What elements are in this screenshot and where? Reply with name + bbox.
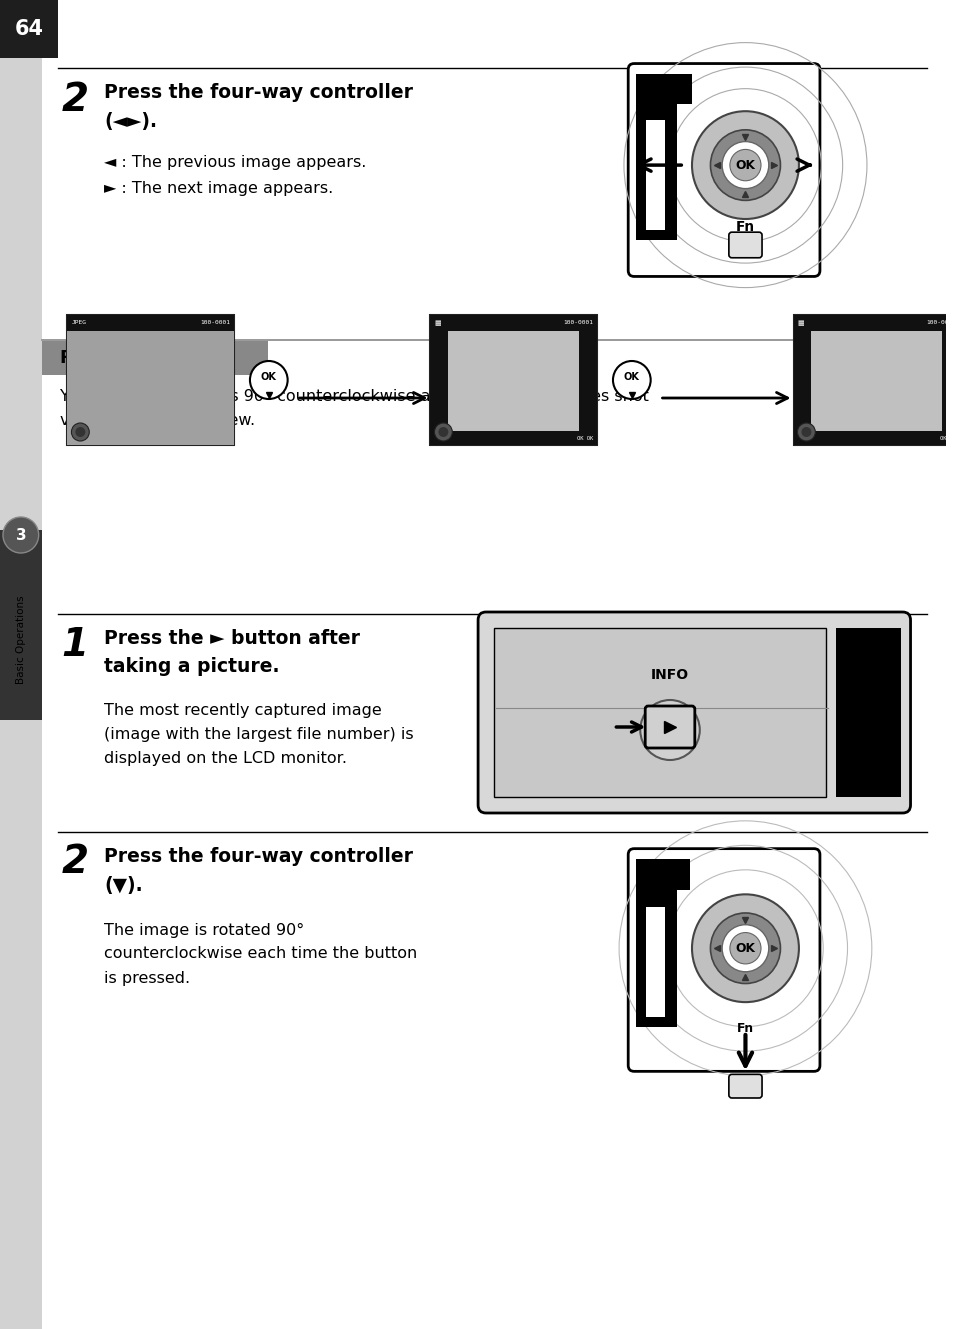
Text: The image is rotated 90°: The image is rotated 90° (104, 922, 304, 937)
Bar (0, 0, 57, 58)
Bar (0, 530, 42, 720)
Text: 3: 3 (15, 528, 26, 542)
Text: OK OK: OK OK (939, 436, 953, 440)
Circle shape (3, 517, 39, 553)
Text: ◄ : The previous image appears.: ◄ : The previous image appears. (104, 154, 366, 170)
Bar (636, 104, 677, 241)
Text: Basic Operations: Basic Operations (16, 595, 26, 684)
Circle shape (250, 361, 288, 399)
Bar (494, 629, 825, 797)
Circle shape (434, 423, 452, 441)
Text: 1: 1 (61, 626, 89, 664)
Circle shape (801, 427, 810, 437)
Text: The most recently captured image: The most recently captured image (104, 703, 381, 718)
Text: (◄►).: (◄►). (104, 113, 157, 132)
Bar (68, 315, 233, 331)
Text: 2: 2 (61, 843, 89, 881)
Circle shape (721, 142, 768, 189)
Circle shape (710, 130, 780, 201)
Text: taking a picture.: taking a picture. (104, 658, 279, 676)
Text: Press the four-way controller: Press the four-way controller (104, 848, 413, 867)
Bar (0, 0, 42, 1329)
Text: Press the four-way controller: Press the four-way controller (104, 84, 413, 102)
Bar (636, 859, 689, 890)
Bar (68, 331, 233, 445)
Circle shape (729, 933, 760, 964)
Bar (645, 908, 664, 1017)
Bar (430, 431, 597, 445)
Bar (793, 315, 953, 445)
Text: ► : The next image appears.: ► : The next image appears. (104, 181, 333, 195)
Circle shape (438, 427, 448, 437)
FancyBboxPatch shape (728, 1074, 761, 1098)
Bar (68, 315, 233, 445)
Text: vertically easier to view.: vertically easier to view. (59, 412, 254, 428)
Text: 64: 64 (14, 19, 43, 39)
FancyBboxPatch shape (627, 849, 819, 1071)
Text: is pressed.: is pressed. (104, 970, 190, 986)
Bar (835, 629, 900, 797)
Circle shape (691, 894, 798, 1002)
Circle shape (797, 423, 815, 441)
FancyBboxPatch shape (728, 233, 761, 258)
Bar (430, 315, 597, 331)
FancyBboxPatch shape (477, 611, 909, 813)
Text: 2: 2 (61, 81, 89, 120)
Text: JPEG: JPEG (71, 320, 87, 326)
Bar (578, 331, 597, 445)
Text: 100-0001: 100-0001 (925, 320, 953, 326)
Text: OK: OK (260, 372, 276, 381)
Bar (636, 890, 677, 1027)
Text: You can rotate images 90° counterclockwise at a time. Make images shot: You can rotate images 90° counterclockwi… (59, 388, 648, 404)
Text: INFO: INFO (650, 668, 688, 682)
Bar (793, 331, 953, 445)
Text: Press the ► button after: Press the ► button after (104, 629, 360, 647)
Text: OK: OK (623, 372, 639, 381)
Text: Rotating Images: Rotating Images (59, 350, 221, 367)
Circle shape (710, 913, 780, 983)
Bar (793, 331, 810, 445)
Bar (942, 331, 953, 445)
Bar (636, 73, 691, 104)
Bar (42, 342, 268, 375)
Text: OK: OK (735, 158, 755, 171)
Text: Fn: Fn (736, 1022, 753, 1034)
Circle shape (691, 112, 798, 219)
Text: 100-0001: 100-0001 (200, 320, 230, 326)
Text: displayed on the LCD monitor.: displayed on the LCD monitor. (104, 751, 347, 766)
Circle shape (721, 925, 768, 971)
Circle shape (71, 423, 90, 441)
Bar (793, 431, 953, 445)
Text: 100-0001: 100-0001 (562, 320, 593, 326)
Text: (image with the largest file number) is: (image with the largest file number) is (104, 727, 414, 742)
Text: Fn: Fn (735, 221, 754, 234)
Text: counterclockwise each time the button: counterclockwise each time the button (104, 946, 417, 961)
Circle shape (75, 427, 85, 437)
Bar (793, 315, 953, 331)
Text: (▼).: (▼). (104, 877, 143, 896)
Circle shape (613, 361, 650, 399)
Bar (430, 331, 597, 445)
Circle shape (729, 149, 760, 181)
FancyBboxPatch shape (627, 64, 819, 276)
Text: ▦: ▦ (797, 320, 803, 326)
Bar (430, 331, 448, 445)
Text: OK: OK (735, 942, 755, 954)
Text: ▦: ▦ (434, 320, 440, 326)
Text: OK OK: OK OK (577, 436, 593, 440)
Bar (430, 315, 597, 445)
FancyBboxPatch shape (644, 706, 694, 748)
Bar (645, 120, 664, 230)
Circle shape (639, 700, 700, 760)
